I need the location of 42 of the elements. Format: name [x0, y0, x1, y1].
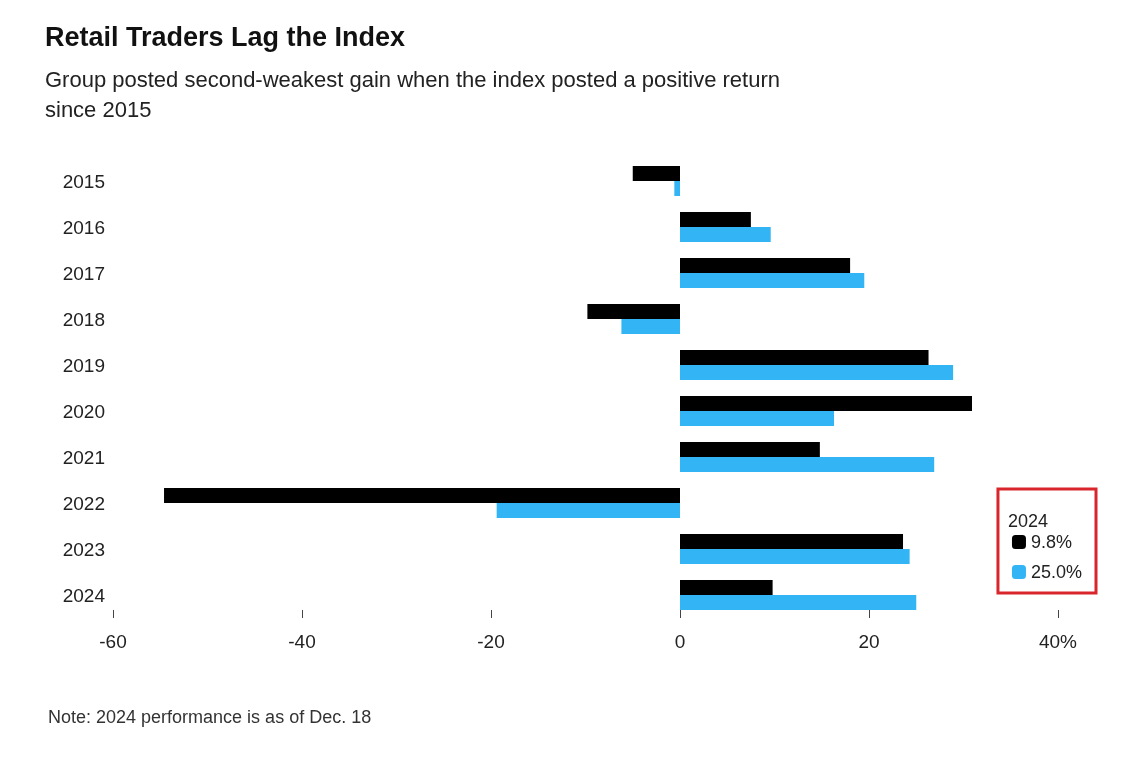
y-tick-label: 2020 — [62, 400, 105, 422]
y-tick-label: 2017 — [62, 262, 105, 284]
bar — [680, 365, 954, 380]
bar — [680, 534, 904, 549]
bar — [680, 411, 835, 426]
bar — [632, 166, 680, 181]
y-tick-label: 2019 — [62, 354, 105, 376]
bar — [680, 580, 773, 595]
bar — [680, 258, 851, 273]
y-tick-label: 2021 — [62, 446, 105, 468]
bar — [680, 549, 910, 564]
legend-title: 2024 — [1007, 511, 1048, 531]
chart-title: Retail Traders Lag the Index — [45, 21, 406, 52]
bar — [680, 396, 973, 411]
y-tick-label: 2015 — [62, 170, 105, 192]
y-tick-label: 2016 — [62, 216, 105, 238]
bar — [164, 488, 680, 503]
bar — [680, 350, 929, 365]
bar — [680, 212, 751, 227]
x-tick-label: 40% — [1038, 631, 1078, 652]
y-tick-label: 2024 — [62, 584, 106, 606]
x-tick-label: -20 — [477, 631, 505, 652]
bar — [496, 503, 680, 518]
bar — [680, 457, 935, 472]
x-tick-label: -40 — [288, 631, 316, 652]
legend-label: 25.0% — [1030, 562, 1083, 582]
bar — [680, 595, 917, 610]
y-tick-label: 2022 — [62, 492, 105, 514]
bar — [674, 181, 680, 196]
bar — [621, 319, 680, 334]
y-tick-label: 2018 — [62, 308, 105, 330]
bar — [587, 304, 680, 319]
y-tick-label: 2023 — [62, 538, 105, 560]
chart-subtitle: Group posted second-weakest gain when the index posted a positive return since 2015 — [45, 66, 781, 122]
x-tick-label: 0 — [674, 631, 686, 652]
bar — [680, 227, 771, 242]
x-tick-label: 20 — [858, 631, 880, 652]
bar — [680, 442, 820, 457]
x-tick-label: -60 — [99, 631, 127, 652]
text: Note: 2024 performance is as of Dec. 18 — [48, 707, 372, 727]
legend-label: 9.8% — [1030, 532, 1072, 552]
bar — [680, 273, 865, 288]
